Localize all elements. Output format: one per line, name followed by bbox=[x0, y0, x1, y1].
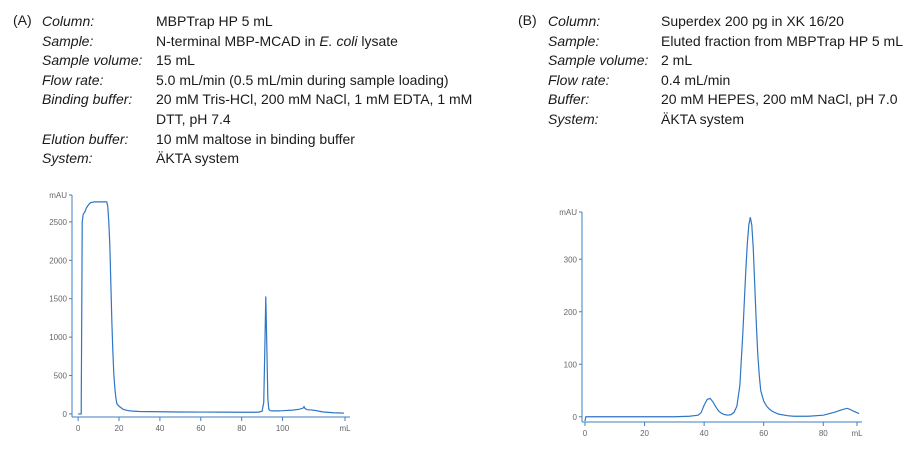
x-axis-label: mL bbox=[851, 429, 863, 438]
x-tick-label: 0 bbox=[583, 429, 588, 438]
y-tick-label: 2000 bbox=[49, 256, 67, 265]
meta-value: Superdex 200 pg in XK 16/20 bbox=[661, 13, 844, 29]
meta-value: ÄKTA system bbox=[156, 150, 239, 167]
x-tick-label: 20 bbox=[115, 424, 124, 433]
y-tick-label: 300 bbox=[564, 255, 578, 264]
meta-row-buffer: Buffer: 20 mM HEPES, 200 mM NaCl, pH 7.0 bbox=[548, 90, 911, 110]
meta-value: N-terminal MBP-MCAD in E. coli lysate bbox=[156, 32, 398, 49]
meta-row-system: System: ÄKTA system bbox=[42, 149, 482, 169]
meta-key: System: bbox=[42, 150, 93, 167]
meta-row-flow-rate: Flow rate: 5.0 mL/min (0.5 mL/min during… bbox=[42, 71, 482, 91]
y-tick-label: 0 bbox=[63, 410, 68, 419]
panel-a-metadata: Column: MBPTrap HP 5 mL Sample: N-termin… bbox=[42, 12, 482, 169]
chromatogram-b: 0 100 200 300 mAU 0 20 40 60 80 mL bbox=[547, 200, 877, 450]
meta-value: Eluted fraction from MBPTrap HP 5 mL bbox=[661, 32, 903, 49]
meta-row-flow-rate: Flow rate: 0.4 mL/min bbox=[548, 71, 911, 91]
meta-row-sample-volume: Sample volume: 2 mL bbox=[548, 51, 911, 71]
x-tick-label: 20 bbox=[640, 429, 649, 438]
panel-a: (A) Column: MBPTrap HP 5 mL Sample: N-te… bbox=[0, 0, 472, 454]
meta-row-sample: Sample: Eluted fraction from MBPTrap HP … bbox=[548, 32, 911, 52]
y-tick-label: 500 bbox=[54, 372, 68, 381]
chart-svg: 0 100 200 300 mAU 0 20 40 60 80 mL bbox=[559, 208, 863, 438]
panel-b: (B) Column: Superdex 200 pg in XK 16/20 … bbox=[505, 0, 911, 454]
x-tick-label: 100 bbox=[276, 424, 290, 433]
meta-value: 20 mM HEPES, 200 mM NaCl, pH 7.0 bbox=[661, 91, 898, 108]
y-tick-label: 100 bbox=[564, 360, 578, 369]
meta-key: Flow rate: bbox=[42, 71, 104, 88]
meta-key: Buffer: bbox=[548, 91, 590, 108]
x-tick-label: 60 bbox=[759, 429, 768, 438]
meta-key: System: bbox=[548, 110, 599, 127]
panel-b-label: (B) bbox=[518, 12, 537, 28]
x-tick-label: 40 bbox=[700, 429, 709, 438]
meta-row-column: Column: Superdex 200 pg in XK 16/20 bbox=[548, 12, 911, 32]
meta-row-system: System: ÄKTA system bbox=[548, 110, 911, 130]
x-tick-label: 60 bbox=[196, 424, 205, 433]
meta-row-column: Column: MBPTrap HP 5 mL bbox=[42, 12, 482, 32]
y-tick-label: 2500 bbox=[49, 218, 67, 227]
x-tick-label: 40 bbox=[155, 424, 164, 433]
y-tick-label: 200 bbox=[564, 308, 578, 317]
x-tick-label: 0 bbox=[76, 424, 81, 433]
meta-key: Sample volume: bbox=[42, 52, 143, 69]
y-axis-label: mAU bbox=[559, 208, 577, 217]
meta-row-elution-buffer: Elution buffer: 10 mM maltose in binding… bbox=[42, 130, 482, 150]
series-line-a280 bbox=[78, 201, 344, 415]
meta-value: 20 mM Tris-HCl, 200 mM NaCl, 1 mM EDTA, … bbox=[156, 91, 473, 127]
meta-key: Sample volume: bbox=[548, 52, 649, 69]
x-tick-label: 80 bbox=[237, 424, 246, 433]
meta-row-sample: Sample: N-terminal MBP-MCAD in E. coli l… bbox=[42, 32, 482, 52]
meta-value: 0.4 mL/min bbox=[661, 71, 731, 88]
meta-value: 10 mM maltose in binding buffer bbox=[156, 130, 355, 147]
chromatogram-a: 0 500 1000 1500 2000 2500 mAU 0 20 40 60 80 100 mL bbox=[30, 185, 365, 450]
meta-value: 2 mL bbox=[661, 52, 693, 69]
meta-key: Column: bbox=[42, 13, 95, 29]
y-tick-label: 0 bbox=[573, 413, 578, 422]
meta-value: MBPTrap HP 5 mL bbox=[156, 13, 273, 29]
meta-row-sample-volume: Sample volume: 15 mL bbox=[42, 51, 482, 71]
series-line-a280 bbox=[584, 217, 860, 422]
meta-key: Flow rate: bbox=[548, 71, 610, 88]
panel-b-metadata: Column: Superdex 200 pg in XK 16/20 Samp… bbox=[548, 12, 911, 130]
x-tick-label: 80 bbox=[819, 429, 828, 438]
meta-key: Sample: bbox=[42, 32, 94, 49]
meta-value: 5.0 mL/min (0.5 mL/min during sample loa… bbox=[156, 71, 449, 88]
y-tick-label: 1500 bbox=[49, 295, 67, 304]
meta-row-binding-buffer: Binding buffer: 20 mM Tris-HCl, 200 mM N… bbox=[42, 90, 482, 129]
meta-key: Elution buffer: bbox=[42, 130, 129, 147]
chart-svg: 0 500 1000 1500 2000 2500 mAU 0 20 40 60 80 100 mL bbox=[49, 191, 351, 433]
x-axis-label: mL bbox=[339, 424, 351, 433]
panel-a-label: (A) bbox=[13, 12, 32, 28]
y-tick-label: 1000 bbox=[49, 333, 67, 342]
y-axis-label: mAU bbox=[49, 191, 67, 200]
meta-value: 15 mL bbox=[156, 52, 195, 69]
meta-key: Sample: bbox=[548, 32, 600, 49]
meta-value: ÄKTA system bbox=[661, 110, 744, 127]
meta-key: Binding buffer: bbox=[42, 91, 133, 108]
meta-key: Column: bbox=[548, 13, 601, 29]
